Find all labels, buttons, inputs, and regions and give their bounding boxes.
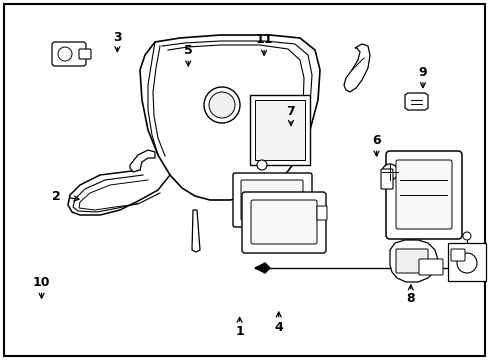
- Text: 7: 7: [286, 105, 295, 118]
- Circle shape: [208, 92, 235, 118]
- FancyBboxPatch shape: [450, 249, 464, 261]
- Circle shape: [58, 47, 72, 61]
- Text: 3: 3: [113, 31, 122, 44]
- FancyBboxPatch shape: [447, 243, 485, 281]
- Polygon shape: [254, 263, 269, 273]
- Polygon shape: [343, 44, 369, 92]
- Circle shape: [462, 232, 470, 240]
- Circle shape: [257, 160, 266, 170]
- Polygon shape: [130, 150, 155, 172]
- Text: 6: 6: [371, 134, 380, 147]
- Polygon shape: [192, 210, 200, 252]
- FancyBboxPatch shape: [418, 259, 442, 275]
- FancyBboxPatch shape: [249, 95, 309, 165]
- Text: 2: 2: [52, 190, 61, 203]
- FancyBboxPatch shape: [395, 249, 427, 273]
- Text: 5: 5: [183, 44, 192, 57]
- FancyBboxPatch shape: [232, 173, 311, 227]
- FancyBboxPatch shape: [385, 151, 461, 239]
- Text: 4: 4: [274, 321, 283, 334]
- Text: 11: 11: [255, 33, 272, 46]
- FancyBboxPatch shape: [242, 192, 325, 253]
- Text: 8: 8: [406, 292, 414, 305]
- FancyBboxPatch shape: [395, 160, 451, 229]
- Text: 1: 1: [235, 325, 244, 338]
- FancyBboxPatch shape: [316, 206, 326, 220]
- Circle shape: [203, 87, 240, 123]
- Polygon shape: [389, 240, 437, 282]
- Circle shape: [381, 164, 397, 180]
- Text: 10: 10: [33, 276, 50, 289]
- FancyBboxPatch shape: [254, 100, 305, 160]
- FancyBboxPatch shape: [79, 49, 91, 59]
- FancyBboxPatch shape: [380, 169, 392, 189]
- FancyBboxPatch shape: [250, 200, 316, 244]
- FancyBboxPatch shape: [52, 42, 86, 66]
- Polygon shape: [140, 35, 319, 200]
- Polygon shape: [404, 93, 427, 110]
- Circle shape: [456, 253, 476, 273]
- FancyBboxPatch shape: [241, 180, 303, 220]
- Text: 9: 9: [418, 66, 427, 78]
